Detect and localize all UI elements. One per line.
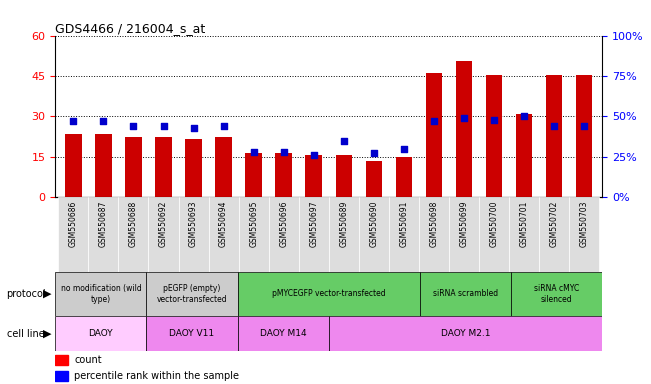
Bar (118, 197, 148, 272)
Text: GSM550693: GSM550693 (189, 201, 198, 247)
Bar (479, 197, 509, 272)
Point (339, 137, 349, 144)
Text: DAOY M14: DAOY M14 (260, 329, 307, 338)
Bar (215, 137, 232, 197)
Point (398, 146, 409, 152)
Bar (55, 355, 68, 365)
Text: GSM550700: GSM550700 (490, 201, 499, 247)
Point (579, 123, 589, 129)
Bar (186, 139, 202, 197)
Point (309, 152, 319, 158)
Bar (155, 137, 172, 197)
Bar (148, 197, 178, 272)
Text: no modification (wild
type): no modification (wild type) (61, 284, 141, 304)
Bar (305, 156, 322, 197)
Bar (125, 137, 142, 197)
Text: percentile rank within the sample: percentile rank within the sample (74, 371, 240, 381)
Bar (516, 114, 533, 197)
Bar (569, 197, 599, 272)
Bar (396, 157, 412, 197)
Bar (55, 316, 146, 351)
Bar (89, 197, 118, 272)
Point (368, 151, 379, 157)
Point (429, 118, 439, 124)
Point (459, 115, 469, 121)
Bar (335, 156, 352, 197)
Bar (299, 197, 329, 272)
Bar (329, 197, 359, 272)
Text: pMYCEGFP vector-transfected: pMYCEGFP vector-transfected (272, 290, 385, 298)
Text: GSM550691: GSM550691 (399, 201, 408, 247)
Bar (420, 272, 511, 316)
Bar (456, 61, 472, 197)
Text: GSM550690: GSM550690 (369, 201, 378, 247)
Point (489, 116, 499, 122)
Text: siRNA scrambled: siRNA scrambled (433, 290, 498, 298)
Bar (95, 134, 112, 197)
Text: GSM550692: GSM550692 (159, 201, 168, 247)
Point (188, 124, 199, 131)
Bar (426, 73, 442, 197)
Bar (59, 197, 89, 272)
Text: ▶: ▶ (43, 289, 52, 299)
Text: GSM550701: GSM550701 (519, 201, 529, 247)
Bar (359, 197, 389, 272)
Bar (546, 74, 562, 197)
Bar (366, 161, 382, 197)
Text: GSM550695: GSM550695 (249, 201, 258, 247)
Point (98, 118, 109, 124)
Bar (146, 272, 238, 316)
Bar (55, 272, 146, 316)
Text: GSM550686: GSM550686 (69, 201, 78, 247)
Point (128, 123, 139, 129)
Point (549, 123, 559, 129)
Text: ▶: ▶ (43, 329, 52, 339)
Text: GSM550702: GSM550702 (549, 201, 559, 247)
Point (68, 118, 79, 124)
Text: GSM550697: GSM550697 (309, 201, 318, 247)
Bar (238, 272, 420, 316)
Bar (239, 197, 269, 272)
Text: siRNA cMYC
silenced: siRNA cMYC silenced (534, 284, 579, 304)
Bar (238, 316, 329, 351)
Text: GSM550689: GSM550689 (339, 201, 348, 247)
Text: GSM550688: GSM550688 (129, 201, 138, 247)
Bar (178, 197, 208, 272)
Text: DAOY V11: DAOY V11 (169, 329, 215, 338)
Bar (269, 197, 299, 272)
Text: GSM550687: GSM550687 (99, 201, 108, 247)
Bar (275, 153, 292, 197)
Text: DAOY M2.1: DAOY M2.1 (441, 329, 490, 338)
Text: GSM550696: GSM550696 (279, 201, 288, 247)
Bar (329, 316, 602, 351)
Bar (146, 316, 238, 351)
Point (218, 123, 229, 129)
Point (519, 113, 529, 119)
Text: count: count (74, 355, 102, 365)
Text: GSM550694: GSM550694 (219, 201, 228, 247)
Point (279, 149, 289, 155)
Bar (65, 134, 81, 197)
Text: pEGFP (empty)
vector-transfected: pEGFP (empty) vector-transfected (157, 284, 227, 304)
Bar (576, 74, 592, 197)
Text: protocol: protocol (7, 289, 46, 299)
Bar (419, 197, 449, 272)
Text: GSM550703: GSM550703 (579, 201, 589, 247)
Bar (486, 74, 503, 197)
Point (158, 123, 169, 129)
Text: GSM550698: GSM550698 (430, 201, 438, 247)
Text: GSM550699: GSM550699 (460, 201, 469, 247)
Bar (245, 153, 262, 197)
Bar (208, 197, 239, 272)
Bar (539, 197, 569, 272)
Point (249, 149, 259, 155)
Bar (509, 197, 539, 272)
Text: GDS4466 / 216004_s_at: GDS4466 / 216004_s_at (55, 22, 206, 35)
Bar (449, 197, 479, 272)
Text: DAOY: DAOY (89, 329, 113, 338)
Text: cell line: cell line (7, 329, 44, 339)
Bar (389, 197, 419, 272)
Bar (511, 272, 602, 316)
Bar (55, 371, 68, 381)
